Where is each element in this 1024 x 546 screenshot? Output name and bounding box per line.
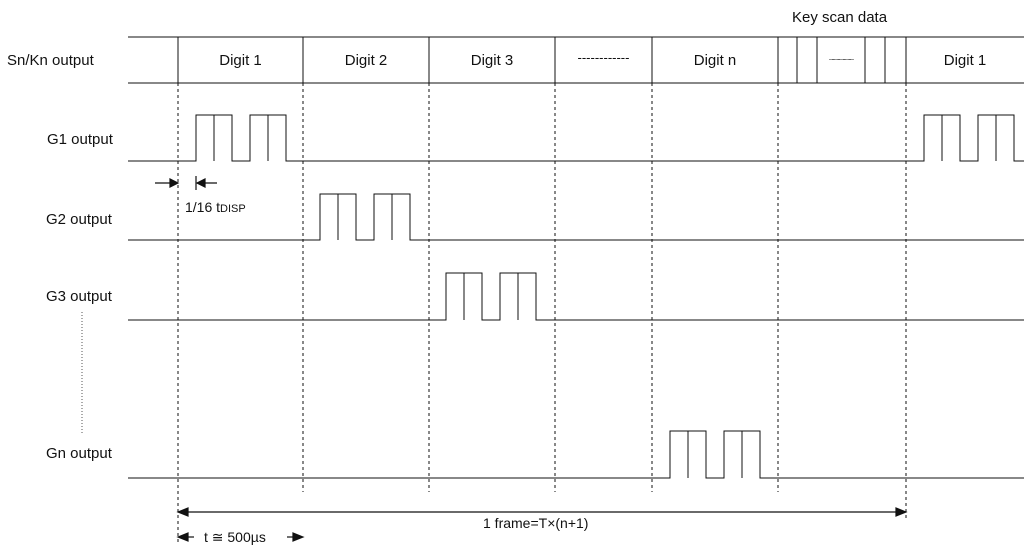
gn-pulse-segments bbox=[687, 431, 743, 478]
gn-output-label: Gn output bbox=[46, 445, 112, 462]
segment-digit-1: Digit 1 bbox=[219, 52, 262, 69]
g2-pulse-segments bbox=[337, 194, 393, 240]
g3-output-label: G3 output bbox=[46, 288, 112, 305]
frame-arrow bbox=[176, 507, 908, 517]
gn-waveform bbox=[128, 430, 1024, 479]
g2-waveform bbox=[128, 193, 1024, 241]
pulse-width-label: 1/16 tDISP bbox=[185, 200, 246, 215]
segment-digit-n: Digit n bbox=[693, 52, 737, 69]
pulse-width-sub: DISP bbox=[220, 203, 246, 215]
segment-digit-2: Digit 2 bbox=[344, 52, 388, 69]
g1-waveform bbox=[128, 114, 1024, 162]
key-scan-data-marks bbox=[796, 37, 886, 83]
frame-label: 1 frame=T×(n+1) bbox=[483, 515, 589, 531]
period-arrows bbox=[176, 532, 305, 542]
segment-digit-1-repeat: Digit 1 bbox=[943, 52, 987, 69]
g1-pulse-segments bbox=[213, 115, 997, 161]
key-scan-data-label: Key scan data bbox=[792, 9, 888, 26]
time-division-lines bbox=[177, 83, 907, 545]
period-label: t ≅ 500µs bbox=[204, 529, 266, 545]
segment-ellipsis: ------------ bbox=[577, 50, 630, 65]
pulse-width-main: 1/16 t bbox=[185, 199, 221, 215]
sn-kn-output-label: Sn/Kn output bbox=[7, 52, 94, 69]
g1-output-label: G1 output bbox=[47, 131, 113, 148]
key-scan-dots: .................... bbox=[828, 53, 854, 62]
g3-waveform bbox=[128, 272, 1024, 321]
g2-output-label: G2 output bbox=[46, 211, 112, 228]
g3-pulse-segments bbox=[463, 273, 519, 320]
segment-digit-3: Digit 3 bbox=[470, 52, 514, 69]
sn-kn-bus bbox=[128, 36, 1024, 84]
pulse-width-arrows bbox=[155, 176, 217, 190]
